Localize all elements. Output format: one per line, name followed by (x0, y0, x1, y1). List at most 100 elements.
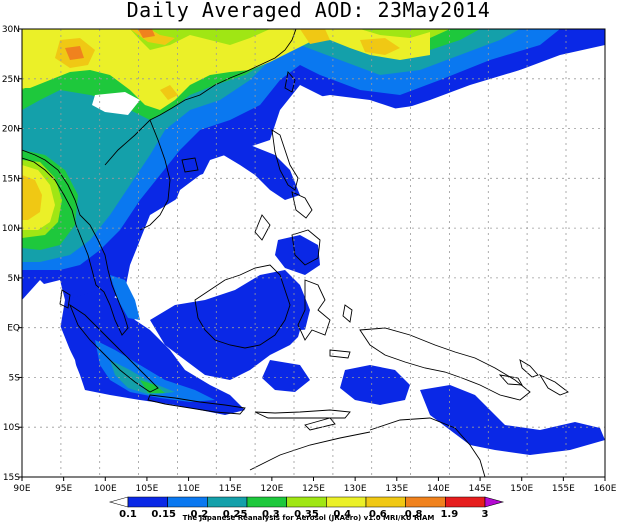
coast-mindanao (291, 229, 321, 266)
y-tick-label: EQ (7, 324, 20, 334)
coast-hainan (181, 157, 199, 173)
colorbar-swatch (326, 496, 367, 508)
colorbar-label: 0.3 (262, 509, 280, 520)
coast-visayas (291, 191, 313, 219)
coast-borneo (194, 264, 291, 349)
colorbar-label: 3 (482, 509, 489, 520)
colorbar-label: 0.2 (191, 509, 209, 520)
coast-sumatra (69, 303, 159, 393)
grid (22, 29, 605, 477)
y-tick-label: 25N (2, 75, 20, 85)
aod-clear-gulf (92, 92, 140, 115)
coast-luzon (271, 129, 299, 191)
colorbar-label: 0.6 (369, 509, 387, 520)
x-tick-label: 90E (13, 484, 30, 494)
colorbar-label: 0.4 (333, 509, 351, 520)
aod-clear-scs (152, 168, 275, 300)
coastlines (22, 29, 569, 477)
aod-clear-ng (495, 345, 565, 370)
aod-region-orange-india (22, 175, 42, 220)
x-tick-label: 105E (135, 484, 158, 494)
aod-region-blue-arafura (340, 365, 410, 405)
coast-timor (304, 417, 336, 431)
colorbar-swatch (246, 496, 287, 508)
coast-palawan (254, 214, 271, 241)
x-tick-label: 150E (510, 484, 533, 494)
colorbar-swatch (445, 496, 486, 508)
coast-new-ireland (519, 359, 539, 378)
y-tick-label: 15S (3, 473, 20, 483)
x-tick-label: 155E (552, 484, 575, 494)
aod-region-orange-north4 (300, 29, 330, 44)
aod-region-lightblue-malaya (110, 275, 140, 320)
aod-region-blue-png (420, 385, 605, 455)
coast-australia (369, 417, 486, 477)
aod-region-blue-mindanao (275, 235, 320, 275)
coast-new-britain (498, 374, 523, 386)
aod-region-darkorange-north (138, 29, 155, 38)
x-tick-label: 160E (594, 484, 617, 494)
colorbar-swatch (365, 496, 406, 508)
colorbar-swatch (286, 496, 327, 508)
x-tick-label: 95E (55, 484, 72, 494)
coast-java (147, 394, 246, 415)
coast-taiwan (284, 71, 296, 93)
colorbar-label: 0.25 (223, 509, 248, 520)
y-axis-ticks: 30N 25N 20N 15N 10N 5N EQ 5S 10S 15S (2, 25, 22, 483)
coast-vietnam (139, 119, 171, 231)
aod-region-lightblue-sumatra (95, 340, 215, 402)
y-tick-label: 10S (3, 423, 20, 433)
x-tick-label: 125E (302, 484, 325, 494)
aod-region-orange-n5 (160, 85, 178, 100)
aod-region-darkorange-n2 (65, 46, 84, 60)
colorbar-label: 0.1 (119, 509, 137, 520)
aod-clear-east (335, 75, 605, 325)
colorbar-swatch (108, 496, 129, 508)
coast-lesser-sunda (254, 409, 351, 419)
colorbar-swatch (405, 496, 446, 508)
colorbar-swatch (167, 496, 208, 508)
y-tick-label: 15N (2, 174, 20, 184)
aod-clear-south (22, 400, 605, 477)
x-tick-label: 100E (94, 484, 117, 494)
x-tick-label: 130E (344, 484, 367, 494)
y-tick-label: 5N (8, 274, 20, 284)
aod-region-orange-north3 (360, 38, 400, 55)
coast-indochina (104, 29, 297, 166)
aod-region-blue-borneo (150, 270, 310, 380)
aod-clear-bay (22, 280, 80, 430)
x-tick-label: 140E (427, 484, 450, 494)
x-tick-label: 115E (219, 484, 242, 494)
aod-region-blue-banda (262, 360, 310, 392)
x-tick-label: 135E (385, 484, 408, 494)
coast-asia (22, 149, 129, 336)
colorbar-swatch (127, 496, 168, 508)
colorbar-swatch (484, 496, 505, 508)
colorbar-label: 0.8 (405, 509, 423, 520)
y-tick-label: 5S (9, 373, 21, 383)
colorbar-label: 1.9 (440, 509, 458, 520)
y-tick-label: 30N (2, 25, 20, 35)
y-tick-label: 10N (2, 224, 20, 234)
map-title: Daily Averaged AOD: 23May2014 (126, 0, 491, 22)
coast-australia-2 (249, 431, 371, 471)
coast-new-guinea (359, 327, 531, 401)
colorbar-swatch (207, 496, 248, 508)
coast-sulawesi (297, 279, 331, 341)
aod-region-blue-sumatra (60, 290, 245, 415)
colorbar-label: 0.35 (294, 509, 319, 520)
x-axis-ticks: 90E 95E 100E 105E 110E 115E 120E 125E 130E 135E 14… (13, 477, 617, 494)
y-tick-label: 20N (2, 125, 20, 135)
x-tick-label: 145E (469, 484, 492, 494)
coast-solomon (538, 373, 569, 396)
x-tick-label: 110E (177, 484, 200, 494)
aod-colorbar: 0.1 0.15 0.2 0.25 0.3 0.35 0.4 0.6 0.8 1.9 3 (108, 496, 505, 520)
aod-region-blue-phil (215, 145, 300, 200)
credit-text: The Japanese Reanalysis for Aerosol (JRA… (182, 514, 435, 522)
aod-region-yellow-north (22, 29, 430, 110)
aod-field (22, 29, 605, 477)
coast-seram (329, 349, 351, 359)
x-tick-label: 120E (260, 484, 283, 494)
coast-halmahera (342, 304, 353, 323)
